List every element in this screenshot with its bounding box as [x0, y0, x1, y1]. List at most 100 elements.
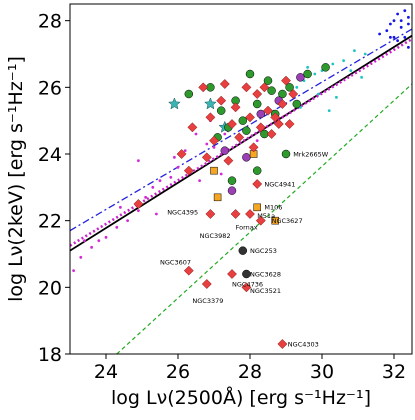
data-point-circle: [252, 166, 262, 175]
data-point-diamond: [227, 119, 237, 129]
data-point-diamond: [288, 89, 299, 99]
data-point-dot: [399, 19, 403, 23]
annotation-label: NGC4395: [167, 209, 198, 217]
data-point-dot: [335, 95, 338, 99]
data-point-circle: [278, 89, 287, 99]
data-point-square: [210, 166, 218, 175]
data-point-diamond: [223, 155, 234, 166]
data-point-dot: [385, 29, 389, 33]
data-point-diamond: [255, 215, 266, 226]
data-point-dot: [360, 75, 363, 79]
annotation-label: NGC3607: [160, 259, 191, 267]
data-point-dot: [331, 62, 335, 66]
x-axis-label: log Lν(2500Å) [erg s⁻¹Hz⁻¹]: [111, 386, 371, 409]
x-tick-label: 26: [166, 361, 190, 383]
annotation-label: NGC253: [250, 247, 277, 255]
data-point-dot: [126, 219, 129, 223]
data-point-dot: [378, 32, 381, 36]
data-point-dot: [137, 209, 140, 213]
data-point-circle: [285, 83, 294, 92]
data-point-dot: [183, 149, 187, 153]
data-points-layer: [72, 9, 410, 349]
data-point-square: [253, 203, 261, 212]
data-point-circle: [256, 109, 266, 119]
data-point-circle: [238, 116, 248, 125]
y-tick-label: 26: [38, 77, 62, 99]
data-point-circle: [220, 146, 230, 155]
data-point-diamond: [187, 122, 198, 133]
data-point-dot: [407, 15, 410, 19]
data-point-dot: [219, 172, 223, 176]
data-point-diamond: [252, 179, 263, 189]
data-point-diamond: [252, 89, 263, 99]
data-point-dot: [403, 35, 407, 39]
annotation-label: NGC4303: [288, 340, 319, 348]
data-point-diamond: [241, 82, 252, 93]
x-tick-label: 32: [382, 361, 406, 383]
data-point-dot: [173, 155, 176, 159]
y-tick-label: 20: [38, 277, 62, 299]
y-axis-label: log Lν(2keV) [erg s⁻¹Hz⁻¹]: [5, 56, 27, 302]
annotation-label: NGC3627: [272, 217, 303, 225]
y-tick-label: 28: [38, 11, 62, 33]
data-point-diamond: [284, 119, 295, 129]
data-point-dot: [158, 179, 162, 183]
data-point-dot: [144, 195, 148, 199]
data-point-diamond: [270, 112, 281, 123]
annotation-label: M106: [264, 204, 282, 212]
annotation-label: NGC3628: [250, 270, 281, 278]
data-point-dot: [255, 139, 259, 143]
data-point-diamond: [201, 152, 212, 163]
x-tick-label: 30: [310, 361, 334, 383]
data-point-dot: [169, 175, 173, 179]
data-point-diamond: [198, 82, 209, 93]
annotation-label: M51a: [257, 212, 275, 220]
data-point-circle: [296, 73, 305, 82]
data-point-diamond: [281, 75, 291, 86]
data-point-diamond: [176, 149, 187, 159]
regression-line-dotted: [70, 37, 412, 247]
data-point-circle: [252, 99, 262, 109]
data-point-dot: [353, 49, 356, 53]
data-point-dot: [327, 109, 331, 113]
data-point-dot: [205, 142, 209, 146]
data-point-diamond: [216, 95, 227, 106]
data-point-dot: [349, 69, 353, 73]
data-point-circle: [227, 186, 237, 195]
data-point-star: [168, 97, 181, 110]
data-point-diamond: [227, 269, 237, 279]
data-point-square: [271, 216, 279, 225]
data-point-circle: [292, 99, 302, 109]
y-tick-label: 18: [38, 344, 62, 366]
data-point-dot: [313, 72, 317, 76]
data-point-dot: [115, 225, 119, 229]
regression-line-dashdot: [70, 28, 412, 232]
data-point-dot: [389, 35, 392, 39]
data-point-circle: [238, 246, 248, 255]
data-point-diamond: [183, 265, 194, 276]
data-point-diamond: [248, 142, 259, 153]
data-point-diamond: [266, 129, 277, 139]
data-point-diamond: [245, 112, 255, 123]
data-point-diamond: [230, 209, 241, 219]
data-point-square: [213, 193, 222, 202]
data-point-circle: [321, 63, 330, 72]
data-point-circle: [242, 153, 251, 162]
data-point-diamond: [277, 339, 288, 349]
data-point-circle: [242, 269, 251, 279]
data-point-dot: [137, 159, 140, 163]
data-point-diamond: [241, 282, 252, 293]
data-point-dot: [407, 45, 410, 49]
data-point-circle: [184, 89, 194, 99]
y-tick-label: 24: [38, 144, 62, 166]
annotation-label: NGC4736: [232, 280, 263, 288]
data-point-circle: [303, 69, 312, 79]
data-point-dot: [392, 35, 396, 39]
data-point-diamond: [133, 199, 144, 209]
x-tick-label: 28: [238, 361, 262, 383]
data-point-dot: [119, 205, 122, 209]
data-point-dot: [97, 239, 101, 243]
data-point-dot: [198, 179, 202, 183]
